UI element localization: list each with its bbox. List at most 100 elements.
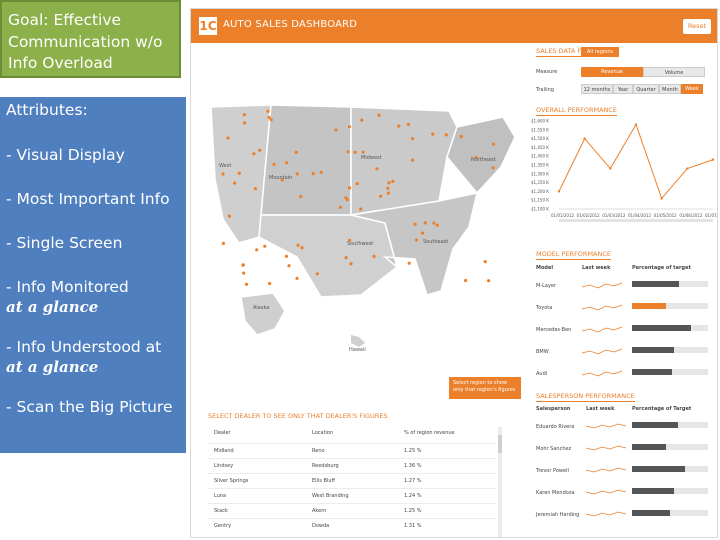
dealer-dot[interactable] — [491, 142, 495, 146]
trailing-option-year[interactable]: Year — [613, 84, 633, 94]
dealer-dot[interactable] — [344, 256, 348, 260]
dealer-dot[interactable] — [253, 187, 257, 191]
dealer-dot[interactable] — [252, 152, 256, 156]
trailing-option-month[interactable]: Month — [659, 84, 681, 94]
dealer-dot[interactable] — [372, 254, 376, 258]
dealer-dot[interactable] — [435, 223, 439, 227]
region-southwest-shape[interactable] — [258, 214, 398, 298]
region-midwest-shape[interactable] — [350, 106, 458, 216]
dealer-dot[interactable] — [431, 132, 435, 136]
dealer-dot[interactable] — [483, 260, 487, 264]
dealer-row[interactable]: Stack Akern 1.25 % — [208, 503, 496, 518]
dealer-dot[interactable] — [258, 148, 262, 152]
dealer-dot[interactable] — [379, 194, 383, 198]
dealer-dot[interactable] — [255, 248, 259, 252]
region-northeast-shape[interactable] — [446, 116, 516, 195]
dealer-dot[interactable] — [267, 115, 271, 120]
dealer-dot[interactable] — [413, 222, 417, 226]
dealer-dot[interactable] — [268, 281, 272, 286]
dealer-dot[interactable] — [347, 125, 351, 129]
dealer-dot[interactable] — [410, 137, 415, 141]
dealer-dot[interactable] — [280, 178, 284, 182]
dealer-dot[interactable] — [487, 279, 491, 283]
dealer-dot[interactable] — [242, 271, 246, 275]
dealer-dots[interactable] — [221, 109, 495, 286]
dealer-row[interactable]: Lindsey Reedsburg 1.36 % — [208, 458, 496, 473]
dealer-dot[interactable] — [295, 276, 299, 280]
dealer-dot[interactable] — [348, 238, 352, 242]
dealer-dot[interactable] — [387, 181, 391, 185]
dealer-dot[interactable] — [227, 214, 231, 218]
trailing-option-12-months[interactable]: 12 months — [581, 84, 613, 94]
dealer-dot[interactable] — [414, 238, 419, 242]
dealer-dot[interactable] — [221, 172, 225, 176]
dealer-dot[interactable] — [397, 124, 401, 128]
measure-option-revenue[interactable]: Revenue — [581, 67, 643, 77]
dealer-dot[interactable] — [242, 113, 246, 117]
dealer-dot[interactable] — [361, 150, 365, 154]
dealer-dot[interactable] — [263, 244, 267, 248]
dealer-dot[interactable] — [375, 167, 379, 171]
dealer-dot[interactable] — [464, 278, 468, 283]
dealer-dot[interactable] — [407, 261, 411, 265]
dealer-dot[interactable] — [474, 155, 478, 159]
dealer-dot[interactable] — [391, 179, 395, 183]
reset-button[interactable]: Reset — [683, 19, 711, 34]
region-southeast-shape[interactable] — [350, 192, 479, 296]
dealer-dot[interactable] — [294, 150, 298, 154]
us-map[interactable]: West Mountain Midwest Northeast Southwes… — [201, 97, 523, 383]
region-alaska-shape[interactable] — [240, 292, 286, 336]
dealer-dot[interactable] — [300, 246, 304, 250]
dealer-dot[interactable] — [432, 221, 436, 225]
measure-option-volume[interactable]: Volume — [643, 67, 705, 77]
dealer-dot[interactable] — [359, 207, 363, 211]
dealer-dot[interactable] — [344, 196, 348, 200]
dealer-dot[interactable] — [295, 172, 299, 176]
dealer-dot[interactable] — [266, 109, 270, 113]
dealer-row[interactable]: Silver Springs Ellis Bluff 1.27 % — [208, 473, 496, 488]
dealer-dot[interactable] — [355, 182, 359, 186]
region-select[interactable]: All regions — [581, 47, 619, 57]
dealer-dot[interactable] — [285, 161, 289, 165]
trailing-option-quarter[interactable]: Quarter — [633, 84, 659, 94]
dealer-dot[interactable] — [334, 128, 338, 132]
dealer-dot[interactable] — [284, 254, 289, 258]
trailing-option-week[interactable]: Week — [681, 84, 703, 94]
dealer-dot[interactable] — [272, 162, 276, 166]
dealer-row[interactable]: Luna West Branding 1.24 % — [208, 488, 496, 503]
dealer-dot[interactable] — [244, 282, 249, 286]
dealer-dot[interactable] — [299, 194, 303, 199]
dealer-dot[interactable] — [377, 113, 381, 117]
dealer-row[interactable]: Gentry Dowda 1.31 % — [208, 518, 496, 533]
dealer-dot[interactable] — [386, 186, 390, 190]
dealer-dot[interactable] — [237, 171, 241, 175]
dealer-dot[interactable] — [311, 172, 315, 176]
dealer-row[interactable]: Midland Reno 1.25 % — [208, 443, 496, 458]
dealer-scrollbar-thumb[interactable] — [498, 435, 502, 453]
dealer-dot[interactable] — [269, 118, 273, 122]
dealer-dot[interactable] — [241, 263, 245, 267]
region-hawaii-shape[interactable] — [351, 335, 365, 347]
dealer-dot[interactable] — [420, 231, 425, 235]
dealer-dot[interactable] — [349, 262, 353, 266]
region-mountain-shape[interactable] — [260, 104, 352, 216]
dealer-dot[interactable] — [233, 181, 237, 185]
dealer-scrollbar-track[interactable] — [498, 427, 502, 537]
dealer-dot[interactable] — [287, 264, 291, 268]
dealer-dot[interactable] — [221, 241, 225, 245]
dealer-dot[interactable] — [226, 136, 230, 140]
dealer-dot[interactable] — [386, 191, 390, 195]
dealer-dot[interactable] — [459, 134, 463, 139]
dealer-dot[interactable] — [423, 221, 427, 225]
dealer-dot[interactable] — [353, 150, 357, 154]
dealer-dot[interactable] — [406, 122, 410, 126]
dealer-table[interactable]: Dealer Location % of region revenue Midl… — [208, 427, 504, 537]
dealer-dot[interactable] — [319, 170, 323, 174]
dealer-dot[interactable] — [347, 186, 352, 190]
dealer-dot[interactable] — [243, 121, 247, 125]
dealer-dot[interactable] — [315, 272, 319, 276]
dealer-dot[interactable] — [338, 205, 343, 209]
dealer-dot[interactable] — [491, 166, 495, 170]
us-map-svg[interactable]: West Mountain Midwest Northeast Southwes… — [201, 97, 523, 383]
dealer-dot[interactable] — [296, 243, 300, 247]
